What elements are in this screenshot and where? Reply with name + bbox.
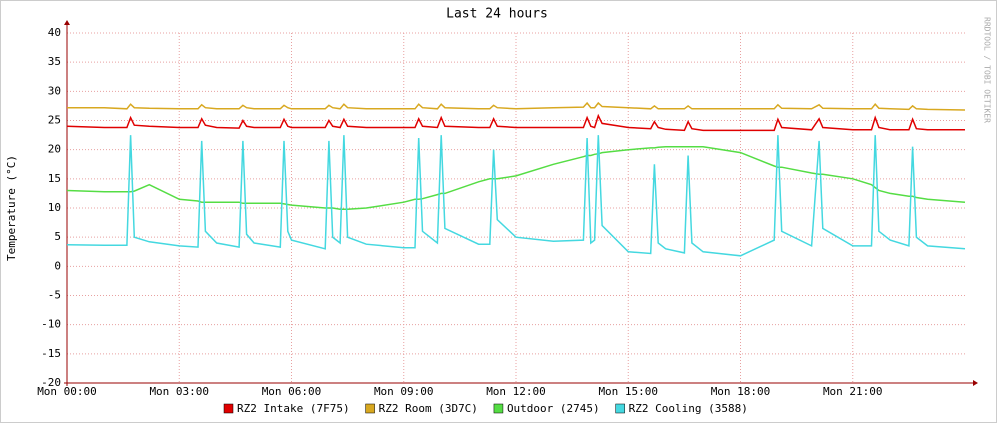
legend-label: RZ2 Cooling (3588) [629, 402, 748, 415]
x-tick-label: Mon 03:00 [149, 385, 209, 398]
legend-swatch [493, 403, 504, 414]
y-tick-label: 0 [54, 259, 61, 272]
chart-title: Last 24 hours [446, 7, 548, 22]
y-tick-label: -5 [48, 289, 61, 302]
x-tick-label: Mon 00:00 [37, 385, 97, 398]
y-tick-label: 20 [48, 143, 61, 156]
legend-swatch [365, 403, 375, 414]
axis-arrow [973, 380, 978, 386]
y-tick-label: 40 [48, 26, 61, 39]
x-tick-label: Mon 15:00 [598, 385, 658, 398]
x-tick-label: Mon 18:00 [711, 385, 771, 398]
series-line [67, 101, 966, 111]
y-axis-label: Temperature (°C) [5, 155, 18, 261]
y-tick-label: 25 [48, 114, 61, 127]
legend-label: Outdoor (2745) [507, 402, 600, 415]
y-tick-label: 10 [48, 201, 61, 214]
series-line [66, 135, 966, 257]
y-tick-label: -15 [41, 347, 61, 360]
x-tick-label: Mon 12:00 [486, 385, 546, 398]
legend-swatch [615, 403, 625, 414]
series-line [66, 113, 965, 132]
legend-swatch [223, 403, 234, 414]
x-tick-label: Mon 09:00 [374, 385, 434, 398]
y-tick-label: 35 [48, 55, 61, 68]
series-line [66, 145, 966, 210]
axis-arrow [64, 20, 70, 25]
y-tick-label: 5 [54, 230, 61, 243]
x-tick-label: Mon 06:00 [262, 385, 322, 398]
legend-label: RZ2 Intake (7F75) [237, 402, 350, 415]
watermark: RRDTOOL / TOBI OETIKER [983, 17, 992, 123]
y-tick-label: -10 [41, 318, 61, 331]
y-tick-label: -20 [41, 376, 61, 389]
x-tick-label: Mon 21:00 [823, 385, 883, 398]
legend-label: RZ2 Room (3D7C) [379, 402, 478, 415]
y-tick-label: 30 [48, 84, 61, 97]
y-tick-label: 15 [48, 172, 61, 185]
